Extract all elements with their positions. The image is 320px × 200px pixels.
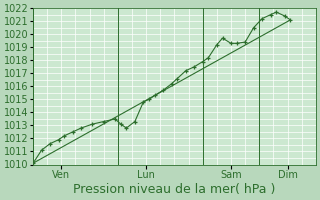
X-axis label: Pression niveau de la mer( hPa ): Pression niveau de la mer( hPa ) [73,183,276,196]
